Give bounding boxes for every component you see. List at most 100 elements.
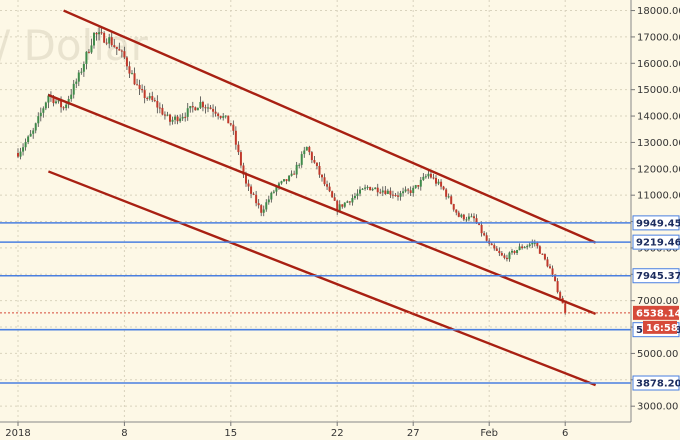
candle-down [551, 268, 554, 275]
candle-up [533, 242, 536, 244]
current-price-box [633, 305, 679, 320]
candle-up [280, 181, 283, 184]
candle-down [478, 222, 481, 225]
candle-up [22, 147, 25, 152]
price-tick-label: 11000.00 [637, 191, 680, 202]
price-tick-label: 3000.00 [637, 402, 678, 413]
candle-down [493, 245, 496, 249]
candle-up [346, 201, 349, 203]
candle-up [131, 73, 133, 75]
candle-down [407, 189, 410, 191]
candle-down [498, 250, 501, 254]
candle-up [399, 193, 402, 197]
candle-down [95, 32, 98, 35]
time-tick-label: 2018 [5, 428, 30, 439]
candle-down [450, 196, 453, 205]
time-tick-label: 22 [331, 428, 344, 439]
candle-up [72, 83, 75, 95]
time-tick-label: 6 [562, 428, 568, 439]
candle-up [32, 130, 35, 134]
candle-down [17, 152, 19, 157]
candle-up [272, 191, 275, 193]
candle-down [118, 48, 121, 51]
candle-down [457, 212, 460, 217]
candle-up [39, 112, 42, 117]
countdown-timer-text: 16:58 [646, 323, 678, 334]
candle-up [275, 186, 278, 192]
candle-up [277, 183, 280, 187]
candle-up [419, 179, 422, 187]
candle-down [384, 190, 387, 194]
candle-down [389, 190, 392, 195]
price-tick-label: 18000.00 [637, 6, 680, 17]
price-tick-label: 5000.00 [637, 349, 678, 360]
candle-up [199, 101, 202, 108]
candle-down [161, 107, 164, 115]
candle-down [242, 165, 245, 175]
candle-down [125, 57, 128, 67]
candle-down [480, 224, 483, 234]
level-label-text: 7945.37 [636, 271, 680, 282]
candle-down [245, 174, 247, 184]
candle-down [239, 152, 242, 166]
candle-up [364, 187, 367, 189]
candle-up [526, 245, 529, 248]
candle-up [19, 151, 22, 157]
candle-down [442, 186, 445, 190]
level-label-box [632, 215, 680, 231]
candle-up [460, 214, 463, 217]
candle-down [564, 303, 567, 313]
trend-line [47, 93, 597, 315]
candle-down [495, 248, 498, 251]
candle-up [47, 95, 50, 103]
candle-down [394, 195, 397, 197]
candle-up [166, 114, 169, 116]
time-axis[interactable]: 2018 8 15 22 27 Feb 6 [5, 422, 568, 439]
candle-up [300, 154, 303, 165]
candle-down [445, 189, 448, 197]
candle-down [462, 214, 465, 220]
candle-down [417, 185, 420, 187]
candle-down [115, 46, 118, 49]
candle-up [65, 104, 68, 109]
candle-up [303, 150, 306, 155]
candle-down [376, 187, 379, 193]
candle-down [452, 204, 455, 210]
candle-down [549, 266, 551, 269]
candle-down [473, 216, 475, 219]
candle-up [267, 199, 270, 203]
candles [17, 26, 567, 315]
candle-down [100, 32, 103, 34]
candle-up [528, 244, 531, 246]
candle-down [554, 274, 557, 282]
candle-up [361, 188, 364, 190]
candle-up [518, 246, 521, 251]
candle-up [343, 202, 346, 207]
watermark: / Dollar [0, 21, 149, 70]
candle-up [37, 116, 40, 124]
candle-down [219, 116, 222, 118]
candle-down [52, 96, 55, 104]
time-tick-label: 27 [407, 428, 420, 439]
price-tick-label: 17000.00 [637, 32, 680, 43]
candle-down [103, 32, 106, 43]
candle-up [24, 142, 27, 148]
candle-up [207, 107, 209, 109]
candle-up [359, 189, 361, 194]
level-label-box [632, 234, 680, 250]
candle-down [209, 107, 212, 109]
candle-up [467, 216, 470, 220]
candle-up [305, 146, 308, 151]
candle-down [503, 255, 506, 258]
candle-down [123, 51, 126, 58]
candle-up [447, 196, 450, 198]
trend-lines [47, 9, 597, 387]
candle-down [485, 235, 488, 241]
candle-up [82, 63, 85, 72]
candle-up [42, 108, 45, 113]
candle-down [336, 200, 339, 211]
candle-down [505, 257, 508, 260]
candle-up [179, 118, 182, 122]
